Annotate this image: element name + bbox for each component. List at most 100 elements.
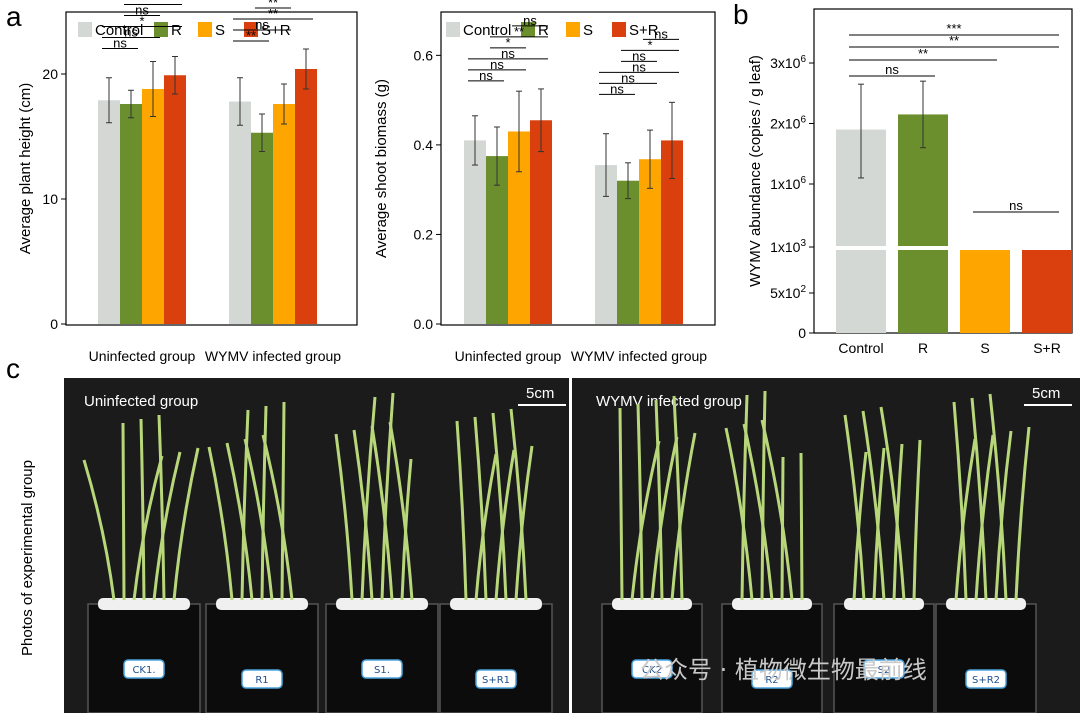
bar: [229, 101, 251, 324]
pot-tag: [863, 659, 905, 679]
bar: [164, 75, 186, 324]
legend-swatch: [78, 22, 92, 37]
foam-plug: [98, 598, 190, 610]
sig-label: ns: [632, 48, 646, 63]
sig-label: ns: [501, 46, 515, 61]
photo-title-uninfected: Uninfected group: [84, 393, 198, 410]
sig-label: **: [514, 24, 524, 39]
y-tick-label: 0.4: [414, 137, 434, 153]
x-category-label: WYMV infected group: [205, 348, 341, 364]
sig-label: ns: [255, 17, 269, 32]
bar: [120, 104, 142, 324]
seedling-leaf: [724, 427, 754, 601]
foam-plug: [450, 598, 542, 610]
y-tick-label: 0.6: [414, 47, 434, 63]
foam-plug: [336, 598, 428, 610]
x-category-label: Control: [838, 340, 883, 356]
pot: R1: [205, 401, 319, 713]
wymv-abundance-chart: 0 5x102 1x103 1x106 2x106 3x106 WYMV abundance…: [747, 8, 1073, 356]
pot-tag: [631, 659, 673, 679]
sig-label: ns: [632, 59, 646, 74]
pot-tag-label: S1.: [374, 665, 390, 676]
bar: [273, 104, 295, 324]
x-category-label: S+R: [1033, 340, 1061, 356]
seedling-leaf: [207, 446, 234, 601]
seedling-leaf: [491, 412, 508, 601]
seedling-leaf: [670, 432, 697, 601]
shoot-biomass-chart: 0.0 0.2 0.4 0.6 Average shoot biomass (g) Con…: [373, 11, 716, 364]
seedling-leaf: [388, 421, 414, 601]
plot-frame: [65, 11, 358, 326]
sig-label: **: [268, 6, 278, 21]
pot-tag-label: R2: [765, 675, 778, 686]
bar: [142, 89, 164, 324]
legend-label: S+R: [629, 22, 659, 39]
y-axis-label: WYMV abundance (copies / g leaf): [747, 55, 764, 287]
y-tick-label: 0.2: [414, 226, 434, 242]
sig-label: ns: [135, 3, 149, 18]
pot: R2: [721, 390, 823, 713]
legend-swatch: [154, 22, 168, 37]
x-category-label: Uninfected group: [89, 348, 196, 364]
pot-tag-label: S+R2: [972, 675, 1000, 686]
sig-label: ns: [610, 81, 624, 96]
scale-label-infected: 5cm: [1032, 385, 1060, 402]
seedling-leaf: [121, 422, 126, 601]
photo-side-label: Photos of experimental group: [19, 460, 36, 656]
pot-tag-label: R1: [255, 675, 268, 686]
seedling-leaf: [799, 452, 804, 601]
seedling-leaf: [650, 436, 679, 601]
seedling-leaf: [455, 420, 468, 601]
seedling-leaf: [132, 455, 164, 601]
seedling-leaf: [243, 438, 274, 601]
pot: CK1.: [82, 414, 201, 713]
foam-plug: [732, 598, 812, 610]
bar: [98, 100, 120, 324]
pot-tag: [475, 669, 517, 689]
pot-tag-label: CK2: [642, 665, 662, 676]
seedling-leaf: [672, 395, 684, 601]
pot-tag: [241, 669, 283, 689]
y-tick-label: 5x102: [770, 284, 806, 301]
sig-label: ns: [113, 36, 127, 51]
legend-label: R: [538, 22, 549, 39]
foam-plug: [612, 598, 692, 610]
seedling-leaf: [509, 408, 528, 601]
pot: S+R2: [935, 393, 1037, 713]
seedling-leaf: [334, 433, 354, 601]
legend-label: S: [583, 22, 593, 39]
y-tick-label: 10: [42, 191, 58, 207]
sig-label: **: [949, 33, 959, 48]
seedling-leaf: [360, 396, 377, 601]
axis-break: [815, 246, 1071, 250]
sig-label: ns: [1009, 198, 1023, 213]
y-tick-label: 0: [798, 325, 806, 341]
foam-plug: [946, 598, 1026, 610]
sig-label: **: [918, 46, 928, 61]
panel-label-c: c: [6, 353, 20, 384]
seedling-leaf: [225, 442, 254, 601]
bar: [595, 165, 617, 324]
sig-label: ns: [523, 13, 537, 28]
sig-label: **: [148, 0, 158, 7]
seedling-leaf: [636, 403, 644, 601]
seedling-leaf: [843, 414, 866, 601]
seedling-leaf: [952, 401, 968, 601]
pot: S1.: [325, 392, 439, 713]
pot: S+R1: [439, 408, 553, 713]
bar: [960, 246, 1010, 333]
legend-swatch: [566, 22, 580, 37]
y-tick-label: 0: [50, 316, 58, 332]
seedling-leaf: [261, 434, 294, 601]
sig-label: ***: [946, 21, 961, 36]
seedling-leaf: [912, 439, 922, 601]
bar: [898, 114, 948, 333]
bar: [295, 69, 317, 324]
pot: S2: [833, 406, 935, 713]
photo-panel: Photos of experimental group Uninfected …: [19, 378, 1080, 713]
watermark: 公众号 · 植物微生物最前线: [640, 656, 927, 684]
seedling-leaf: [1014, 426, 1031, 601]
pot-tag: [751, 669, 793, 689]
plot-frame: [440, 11, 716, 326]
